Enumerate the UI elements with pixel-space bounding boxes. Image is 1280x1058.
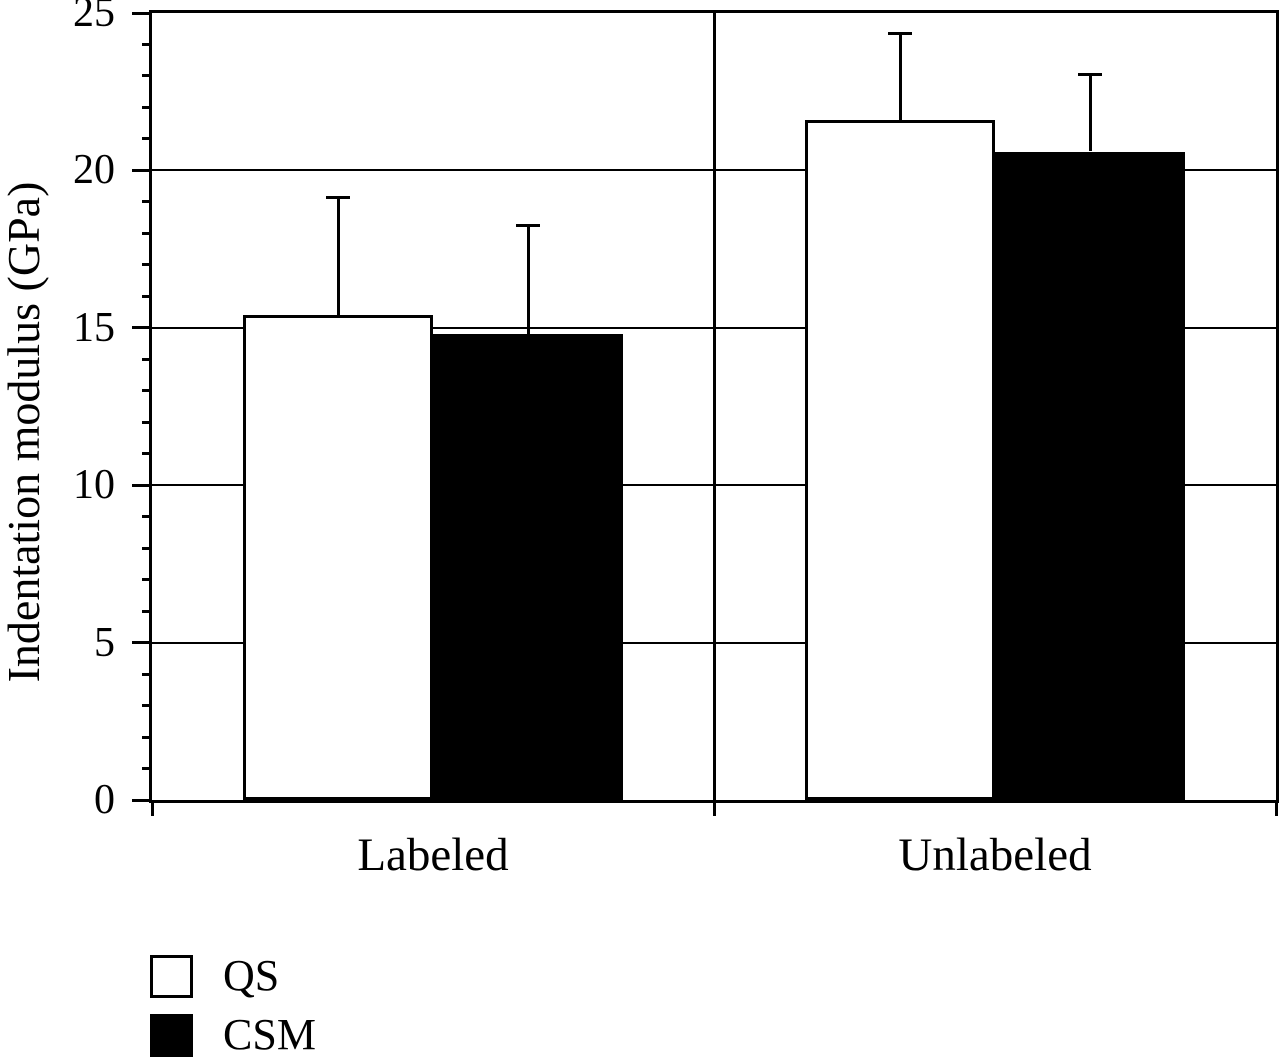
legend-label-csm: CSM xyxy=(223,1010,316,1058)
x-category-label-unlabeled: Unlabeled xyxy=(898,829,1092,881)
error-cap-unlabeled-csm xyxy=(1078,72,1102,76)
error-cap-labeled-qs xyxy=(326,195,350,199)
y-axis-title: Indentation modulus (GPa) xyxy=(0,181,49,683)
error-bar-labeled-qs xyxy=(336,195,340,316)
y-minor-tick-22 xyxy=(142,105,152,109)
y-major-tick-15 xyxy=(132,326,152,330)
y-minor-tick-19 xyxy=(142,200,152,204)
error-cap-labeled-csm xyxy=(516,223,540,227)
y-minor-tick-18 xyxy=(142,231,152,235)
x-category-label-labeled: Labeled xyxy=(357,829,509,881)
bar-unlabeled-qs xyxy=(805,120,995,800)
y-tick-label-25: 25 xyxy=(73,0,115,36)
y-minor-tick-6 xyxy=(142,609,152,613)
y-tick-label-10: 10 xyxy=(73,462,115,509)
y-major-tick-5 xyxy=(132,641,152,645)
y-tick-label-0: 0 xyxy=(94,777,115,823)
error-bar-unlabeled-csm xyxy=(1088,72,1092,152)
legend-swatch-qs xyxy=(150,954,193,998)
y-tick-label-15: 15 xyxy=(73,304,115,351)
y-minor-tick-7 xyxy=(142,578,152,582)
y-major-tick-25 xyxy=(132,11,152,15)
y-minor-tick-24 xyxy=(142,42,152,46)
y-minor-tick-21 xyxy=(142,137,152,141)
bar-labeled-qs xyxy=(243,315,433,800)
y-tick-label-20: 20 xyxy=(73,147,115,194)
y-minor-tick-23 xyxy=(142,74,152,78)
y-minor-tick-16 xyxy=(142,294,152,298)
bar-unlabeled-csm xyxy=(995,151,1185,800)
panel-divider-line xyxy=(712,13,716,800)
error-bar-unlabeled-qs xyxy=(898,31,902,121)
plot-area xyxy=(149,10,1279,803)
y-minor-tick-3 xyxy=(142,704,152,708)
y-minor-tick-13 xyxy=(142,389,152,393)
y-minor-tick-14 xyxy=(142,357,152,361)
y-minor-tick-9 xyxy=(142,515,152,519)
y-minor-tick-12 xyxy=(142,420,152,424)
x-boundary-tick-0 xyxy=(150,800,154,816)
legend-row-qs: QS xyxy=(150,953,279,999)
error-bar-labeled-csm xyxy=(526,223,530,335)
error-cap-unlabeled-qs xyxy=(888,31,912,35)
y-minor-tick-4 xyxy=(142,672,152,676)
y-major-tick-0 xyxy=(132,798,152,802)
y-minor-tick-1 xyxy=(142,767,152,771)
y-minor-tick-8 xyxy=(142,546,152,550)
legend-row-csm: CSM xyxy=(150,1012,316,1058)
y-major-tick-10 xyxy=(132,483,152,487)
y-tick-label-5: 5 xyxy=(94,619,115,666)
y-major-tick-20 xyxy=(132,168,152,172)
legend-label-qs: QS xyxy=(223,951,280,1000)
legend-swatch-csm xyxy=(150,1013,193,1057)
x-boundary-tick-1 xyxy=(712,800,716,816)
bar-labeled-csm xyxy=(433,334,623,800)
y-minor-tick-17 xyxy=(142,263,152,267)
x-boundary-tick-2 xyxy=(1274,800,1278,816)
y-minor-tick-2 xyxy=(142,735,152,739)
y-minor-tick-11 xyxy=(142,452,152,456)
